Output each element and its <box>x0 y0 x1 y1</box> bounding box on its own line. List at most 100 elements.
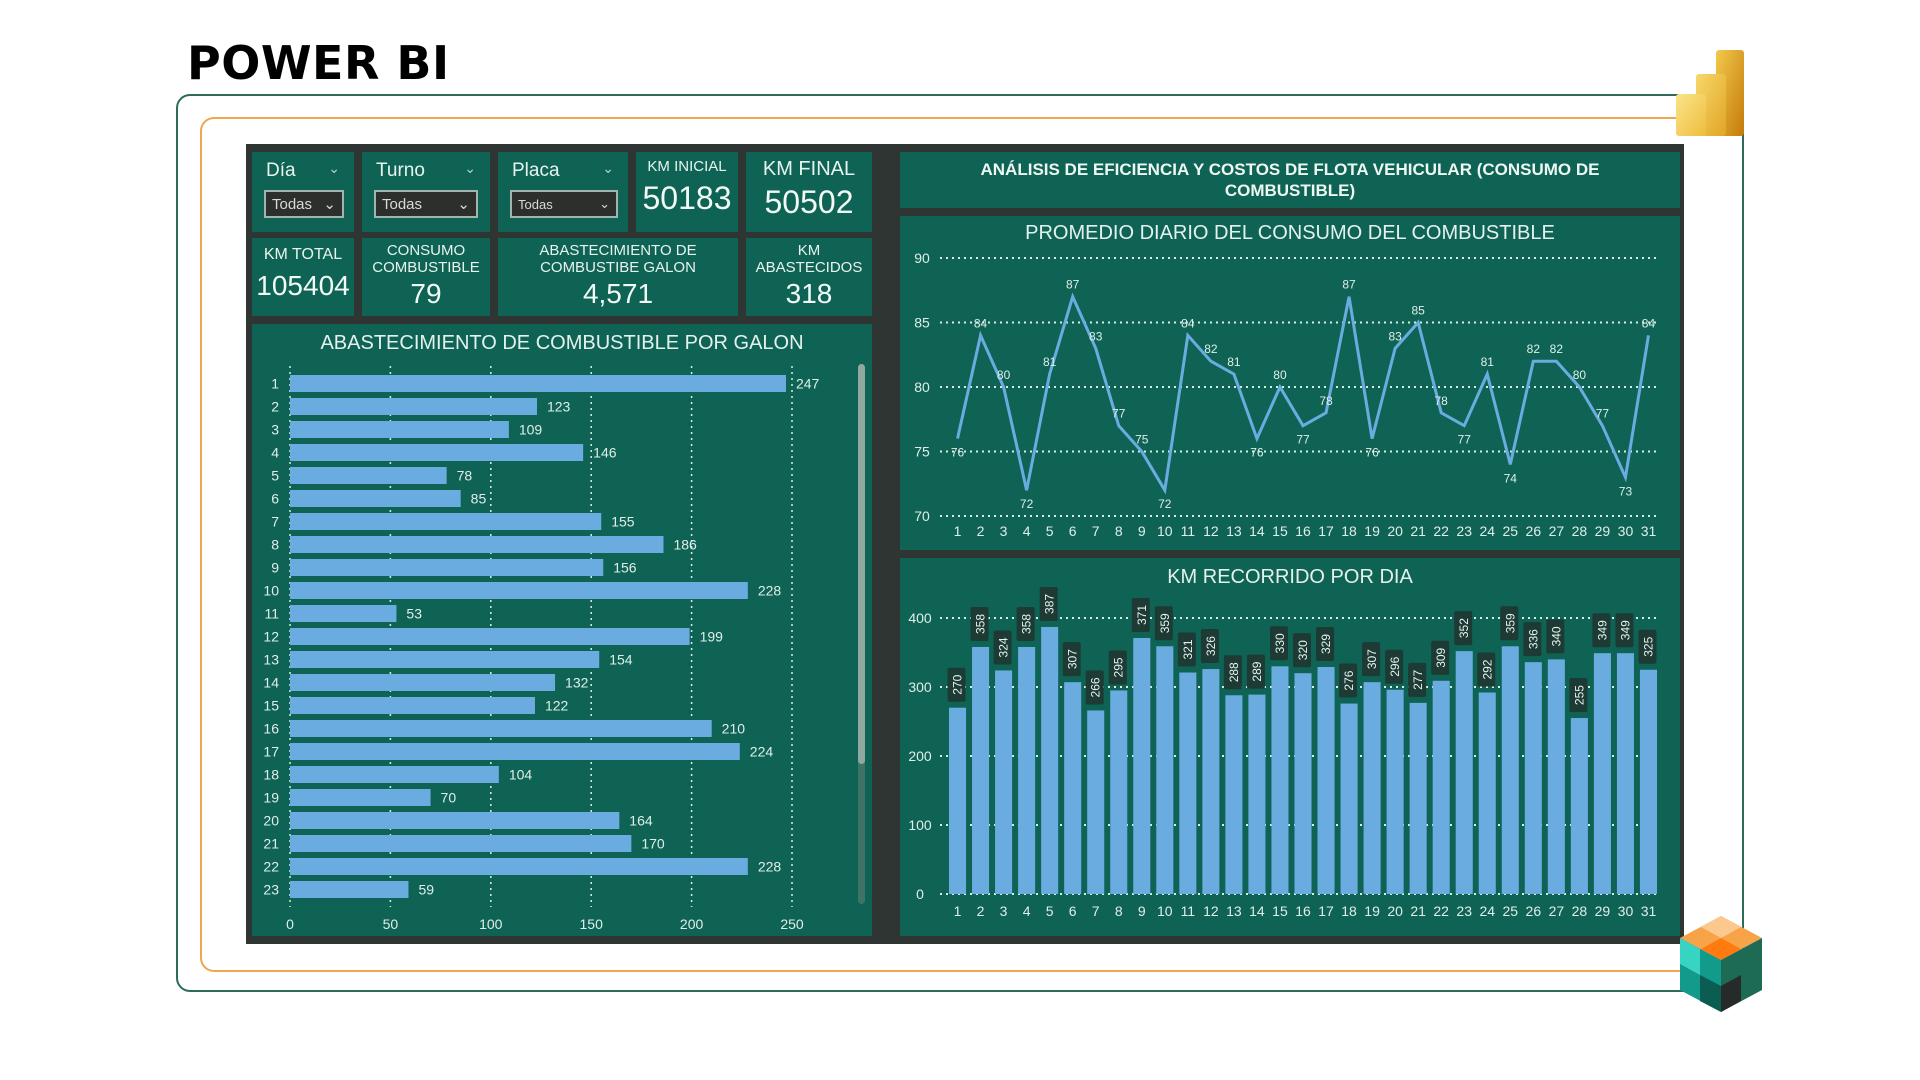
x-tick-label: 17 <box>1318 903 1334 919</box>
chevron-down-icon[interactable]: ⌄ <box>328 160 340 176</box>
x-tick-label: 150 <box>580 916 604 932</box>
data-label: 83 <box>1089 329 1103 343</box>
data-label: 321 <box>1181 639 1195 659</box>
slicer-dia[interactable]: Día ⌄ Todas ⌄ <box>252 152 354 232</box>
power-bi-logo-icon <box>1676 50 1744 136</box>
chart-scrollbar[interactable] <box>858 364 865 904</box>
kpi-km-final: KM FINAL 50502 <box>746 152 872 232</box>
bar <box>1570 718 1588 894</box>
x-tick-label: 5 <box>1046 903 1054 919</box>
bar <box>1501 646 1519 894</box>
data-label: 156 <box>613 560 637 576</box>
kpi-title: CONSUMO COMBUSTIBLE <box>362 242 490 276</box>
y-tick-label: 15 <box>263 698 279 714</box>
x-tick-label: 8 <box>1115 903 1123 919</box>
scrollbar-thumb[interactable] <box>858 364 865 764</box>
data-label: 255 <box>1572 685 1586 705</box>
data-label-group: 255 <box>1569 678 1588 713</box>
chevron-down-icon[interactable]: ⌄ <box>602 160 614 176</box>
bar <box>1524 662 1542 894</box>
bar <box>290 674 556 691</box>
data-label-bg <box>1062 642 1081 677</box>
x-tick-label: 13 <box>1226 523 1242 539</box>
y-tick-label: 16 <box>263 721 279 737</box>
bar <box>1271 666 1289 894</box>
chart-promedio-diario-consumo: PROMEDIO DIARIO DEL CONSUMO DEL COMBUSTI… <box>900 216 1680 550</box>
data-label: 76 <box>951 446 965 460</box>
bar <box>290 697 535 714</box>
data-label: 387 <box>1043 594 1057 614</box>
chevron-down-icon[interactable]: ⌄ <box>464 160 476 176</box>
data-label-group: 276 <box>1339 663 1358 698</box>
x-tick-label: 14 <box>1249 523 1265 539</box>
slicer-placa[interactable]: Placa ⌄ Todas ⌄ <box>498 152 628 232</box>
data-label-bg <box>1293 633 1311 668</box>
data-label-group: 324 <box>993 630 1012 665</box>
x-tick-label: 2 <box>977 523 985 539</box>
x-tick-label: 14 <box>1249 903 1265 919</box>
data-label: 210 <box>722 721 746 737</box>
line-chart-plot: 7075808590761842803724815876837778759721… <box>914 250 1660 539</box>
slicer-dropdown[interactable]: Todas ⌄ <box>510 190 618 218</box>
data-label: 358 <box>1020 614 1034 634</box>
bar <box>290 513 602 530</box>
slicer-dropdown[interactable]: Todas ⌄ <box>264 190 344 218</box>
y-tick-label: 8 <box>271 537 279 553</box>
data-label-bg <box>1454 611 1473 646</box>
x-tick-label: 0 <box>286 916 294 932</box>
slicer-turno[interactable]: Turno ⌄ Todas ⌄ <box>362 152 490 232</box>
x-tick-label: 11 <box>1181 903 1196 919</box>
y-tick-label: 6 <box>271 491 279 507</box>
x-tick-label: 12 <box>1203 523 1219 539</box>
chevron-down-icon: ⌄ <box>599 196 610 211</box>
data-label-bg <box>1269 626 1288 661</box>
bar <box>1455 651 1473 894</box>
data-label: 84 <box>974 316 988 330</box>
y-tick-label: 2 <box>271 399 279 415</box>
x-tick-label: 23 <box>1456 523 1472 539</box>
data-label-bg <box>1592 613 1611 648</box>
y-tick-label: 90 <box>914 250 930 266</box>
data-label: 349 <box>1595 620 1609 640</box>
bar <box>290 605 397 622</box>
slicer-dropdown[interactable]: Todas ⌄ <box>374 190 478 218</box>
data-label: 70 <box>441 790 457 806</box>
y-tick-label: 80 <box>914 379 930 395</box>
data-label: 155 <box>611 514 635 530</box>
y-tick-label: 200 <box>908 748 932 764</box>
data-label: 85 <box>471 491 487 507</box>
data-label-bg <box>1154 606 1173 641</box>
data-label-bg <box>1131 598 1150 633</box>
x-tick-label: 28 <box>1572 903 1588 919</box>
x-tick-label: 7 <box>1092 903 1100 919</box>
slicer-label: Día <box>266 160 296 181</box>
x-tick-label: 1 <box>954 523 962 539</box>
data-label: 81 <box>1227 355 1241 369</box>
data-label-bg <box>1085 670 1104 705</box>
series-line <box>956 292 1650 495</box>
bar <box>1593 653 1611 894</box>
y-tick-label: 11 <box>264 606 279 622</box>
data-label-group: 326 <box>1200 629 1219 664</box>
kpi-title-line: COMBUSTIBLE <box>372 259 480 276</box>
y-tick-label: 400 <box>908 610 932 626</box>
data-label: 74 <box>1504 471 1518 485</box>
kpi-title: KM FINAL <box>762 158 856 180</box>
data-label: 78 <box>457 468 473 484</box>
bar <box>1179 672 1197 894</box>
data-label: 349 <box>1618 620 1632 640</box>
x-tick-label: 30 <box>1618 523 1634 539</box>
x-tick-label: 26 <box>1526 523 1542 539</box>
x-tick-label: 21 <box>1410 523 1426 539</box>
kpi-title-line: ABASTECIMIENTO DE <box>539 242 697 259</box>
bar <box>290 375 786 392</box>
data-label: 228 <box>758 859 782 875</box>
chart-title: ABASTECIMIENTO DE COMBUSTIBLE POR GALON <box>320 332 804 354</box>
x-tick-label: 12 <box>1203 903 1219 919</box>
bar <box>290 582 748 599</box>
data-label-bg <box>1200 629 1219 664</box>
data-label: 352 <box>1457 618 1471 638</box>
kpi-km-abastecidos: KM ABASTECIDOS 318 <box>746 238 872 316</box>
data-label: 228 <box>758 583 782 599</box>
bar <box>290 720 712 737</box>
